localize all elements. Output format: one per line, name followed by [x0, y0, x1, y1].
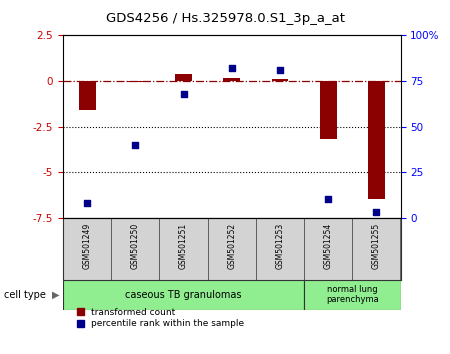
Point — [276, 67, 284, 73]
Bar — [63, 218, 111, 280]
Bar — [320, 81, 337, 139]
Bar — [352, 218, 400, 280]
Bar — [207, 218, 256, 280]
Legend: transformed count, percentile rank within the sample: transformed count, percentile rank withi… — [76, 308, 244, 328]
Text: normal lung
parenchyma: normal lung parenchyma — [326, 285, 378, 304]
Bar — [159, 218, 207, 280]
Point — [180, 91, 187, 97]
Text: ▶: ▶ — [52, 290, 59, 300]
Point — [84, 200, 91, 206]
Bar — [127, 81, 144, 82]
Text: GSM501253: GSM501253 — [275, 222, 284, 269]
Bar — [175, 74, 192, 81]
Text: GSM501254: GSM501254 — [324, 222, 333, 269]
Bar — [256, 218, 304, 280]
Text: GSM501255: GSM501255 — [372, 222, 381, 269]
Bar — [223, 78, 240, 81]
Text: caseous TB granulomas: caseous TB granulomas — [125, 290, 242, 300]
Text: GSM501252: GSM501252 — [227, 223, 236, 269]
Bar — [271, 79, 288, 81]
Bar — [368, 81, 385, 199]
Text: GSM501250: GSM501250 — [131, 222, 140, 269]
Text: GDS4256 / Hs.325978.0.S1_3p_a_at: GDS4256 / Hs.325978.0.S1_3p_a_at — [105, 12, 345, 25]
Point — [228, 65, 235, 71]
Text: GSM501249: GSM501249 — [83, 222, 92, 269]
Bar — [79, 81, 95, 110]
Text: GSM501251: GSM501251 — [179, 223, 188, 269]
Point — [373, 210, 380, 215]
Bar — [111, 218, 159, 280]
Text: cell type: cell type — [4, 290, 46, 300]
Bar — [304, 218, 352, 280]
Bar — [63, 280, 304, 310]
Bar — [304, 280, 400, 310]
Point — [324, 196, 332, 202]
Point — [132, 142, 139, 148]
